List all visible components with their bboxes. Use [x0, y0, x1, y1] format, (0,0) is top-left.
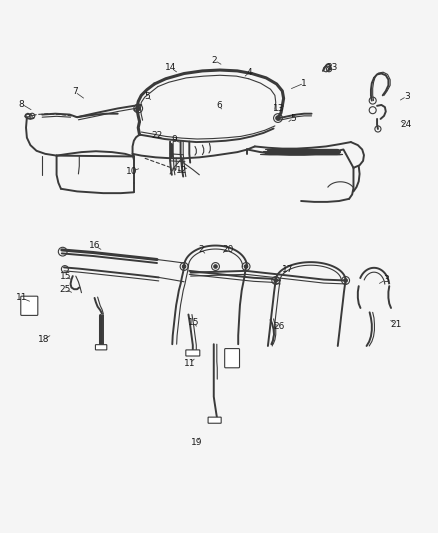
Text: 5: 5: [290, 114, 296, 123]
Text: 17: 17: [282, 265, 294, 274]
Text: 21: 21: [390, 320, 402, 329]
Text: 4: 4: [247, 68, 252, 77]
Text: 10: 10: [126, 167, 138, 176]
Text: 12: 12: [176, 166, 187, 175]
Text: 24: 24: [400, 120, 411, 129]
Text: 23: 23: [326, 63, 337, 72]
Text: 11: 11: [16, 294, 28, 302]
Text: 1: 1: [301, 79, 307, 87]
Circle shape: [182, 265, 186, 268]
Text: 26: 26: [274, 322, 285, 331]
Text: 2: 2: [212, 56, 217, 65]
Text: 5: 5: [144, 92, 150, 101]
Text: 25: 25: [60, 285, 71, 294]
Text: 15: 15: [188, 318, 199, 327]
Text: 13: 13: [273, 104, 285, 113]
Text: 11: 11: [184, 359, 195, 368]
Text: 18: 18: [38, 335, 49, 344]
Text: 9: 9: [172, 135, 177, 144]
Circle shape: [274, 279, 278, 282]
Circle shape: [244, 265, 248, 268]
Text: 7: 7: [72, 87, 78, 96]
Text: 22: 22: [152, 131, 162, 140]
FancyBboxPatch shape: [21, 296, 38, 316]
Text: 2: 2: [199, 245, 205, 254]
Circle shape: [276, 116, 280, 120]
Text: 6: 6: [216, 101, 222, 110]
Text: 8: 8: [19, 100, 25, 109]
Text: 14: 14: [165, 63, 177, 72]
Text: 20: 20: [222, 245, 233, 254]
FancyBboxPatch shape: [225, 349, 240, 368]
FancyBboxPatch shape: [95, 345, 107, 350]
Circle shape: [214, 265, 217, 268]
Circle shape: [344, 279, 347, 282]
FancyBboxPatch shape: [186, 350, 200, 356]
Text: 19: 19: [191, 438, 202, 447]
Text: 15: 15: [60, 272, 71, 280]
Text: 3: 3: [383, 275, 389, 284]
Text: 16: 16: [89, 241, 100, 250]
FancyBboxPatch shape: [208, 417, 221, 423]
Circle shape: [136, 106, 141, 111]
Text: 3: 3: [404, 92, 410, 101]
